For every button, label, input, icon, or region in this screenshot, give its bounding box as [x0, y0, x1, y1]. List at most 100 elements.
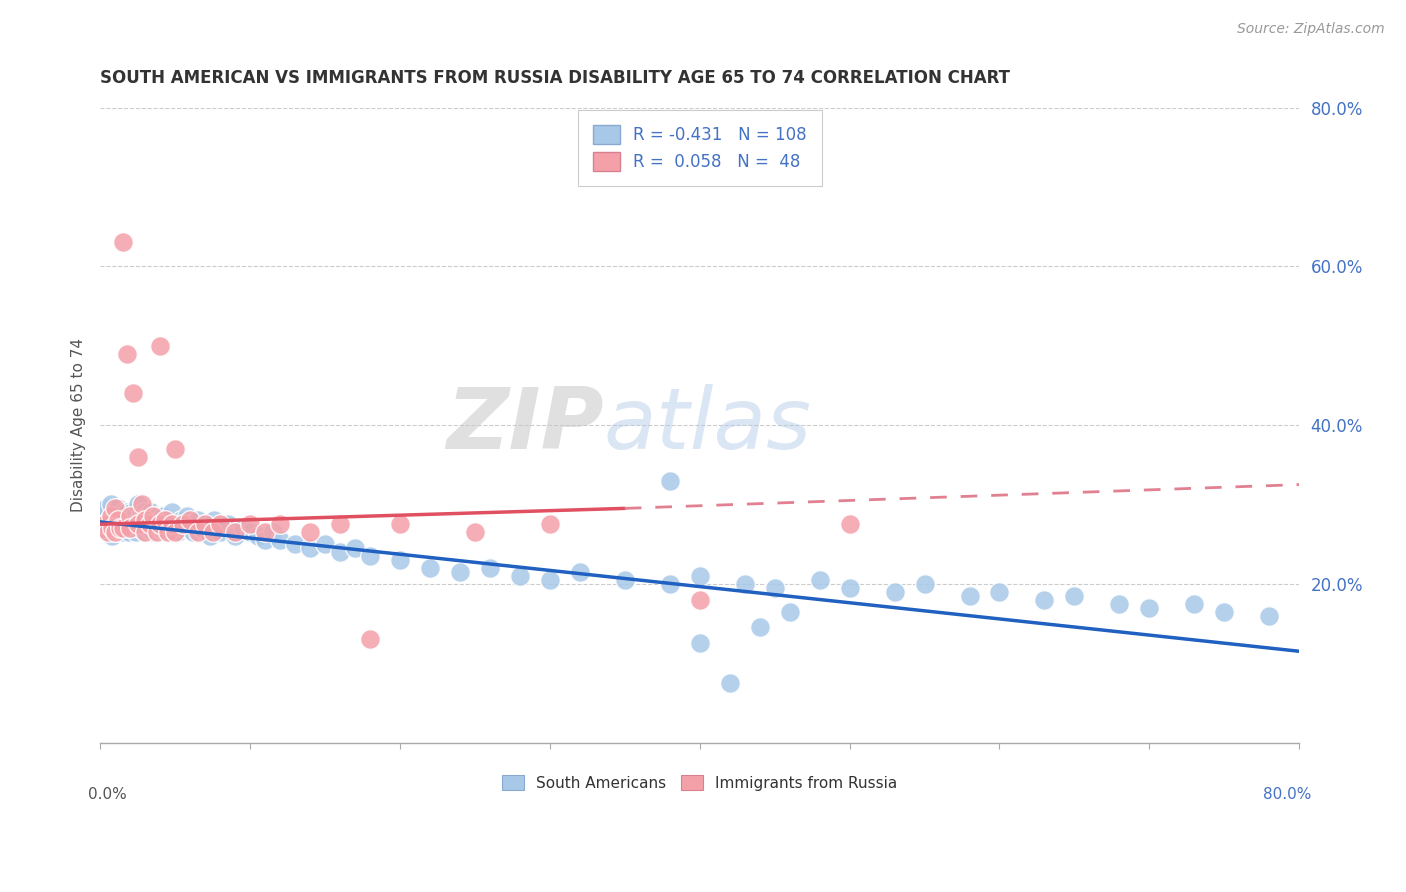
Point: [179, 513, 201, 527]
Point: [152, 509, 174, 524]
Point: [689, 592, 711, 607]
Point: [93, 517, 115, 532]
Text: atlas: atlas: [603, 384, 811, 467]
Point: [658, 576, 681, 591]
Point: [139, 505, 162, 519]
Point: [1108, 597, 1130, 611]
Point: [127, 517, 149, 532]
Point: [157, 517, 180, 532]
Point: [209, 517, 232, 532]
Point: [111, 235, 134, 250]
Point: [108, 521, 131, 535]
Point: [103, 517, 125, 532]
Point: [359, 549, 381, 563]
Point: [111, 505, 134, 519]
Point: [104, 505, 127, 519]
Point: [114, 517, 136, 532]
Point: [1137, 600, 1160, 615]
Point: [173, 521, 195, 535]
Point: [239, 525, 262, 540]
Point: [689, 569, 711, 583]
Point: [359, 632, 381, 647]
Point: [1213, 605, 1236, 619]
Point: [246, 529, 269, 543]
Text: 0.0%: 0.0%: [89, 787, 127, 802]
Point: [959, 589, 981, 603]
Point: [149, 521, 172, 535]
Point: [658, 474, 681, 488]
Point: [145, 517, 167, 532]
Point: [165, 517, 187, 532]
Point: [298, 525, 321, 540]
Point: [838, 581, 860, 595]
Point: [478, 561, 501, 575]
Point: [131, 497, 153, 511]
Point: [111, 521, 134, 535]
Point: [343, 541, 366, 555]
Point: [838, 517, 860, 532]
Point: [239, 517, 262, 532]
Point: [146, 525, 169, 540]
Point: [988, 584, 1011, 599]
Point: [779, 605, 801, 619]
Point: [127, 513, 149, 527]
Point: [127, 450, 149, 464]
Point: [329, 545, 352, 559]
Point: [127, 497, 149, 511]
Point: [253, 533, 276, 548]
Point: [93, 509, 115, 524]
Point: [262, 525, 284, 540]
Point: [1063, 589, 1085, 603]
Point: [314, 537, 336, 551]
Text: 80.0%: 80.0%: [1263, 787, 1312, 802]
Point: [149, 513, 172, 527]
Point: [187, 513, 209, 527]
Point: [107, 513, 129, 527]
Y-axis label: Disability Age 65 to 74: Disability Age 65 to 74: [72, 338, 86, 512]
Point: [98, 513, 121, 527]
Point: [388, 517, 411, 532]
Point: [449, 565, 471, 579]
Point: [101, 521, 124, 535]
Point: [172, 517, 194, 532]
Point: [167, 525, 190, 540]
Point: [388, 553, 411, 567]
Point: [568, 565, 591, 579]
Point: [181, 525, 204, 540]
Point: [100, 509, 122, 524]
Text: Source: ZipAtlas.com: Source: ZipAtlas.com: [1237, 22, 1385, 37]
Point: [138, 517, 160, 532]
Point: [748, 620, 770, 634]
Point: [111, 525, 134, 540]
Point: [100, 497, 122, 511]
Point: [149, 339, 172, 353]
Point: [134, 513, 156, 527]
Point: [224, 529, 246, 543]
Point: [143, 513, 166, 527]
Point: [97, 525, 120, 540]
Point: [134, 513, 156, 527]
Point: [124, 509, 146, 524]
Point: [202, 513, 225, 527]
Point: [194, 517, 217, 532]
Point: [142, 525, 165, 540]
Point: [122, 386, 145, 401]
Point: [112, 513, 135, 527]
Point: [153, 513, 176, 527]
Point: [125, 525, 148, 540]
Point: [132, 505, 155, 519]
Point: [538, 573, 561, 587]
Point: [104, 525, 127, 540]
Point: [156, 525, 179, 540]
Point: [100, 521, 122, 535]
Point: [107, 517, 129, 532]
Point: [269, 517, 291, 532]
Point: [689, 636, 711, 650]
Point: [104, 525, 127, 540]
Point: [101, 529, 124, 543]
Point: [1258, 608, 1281, 623]
Text: SOUTH AMERICAN VS IMMIGRANTS FROM RUSSIA DISABILITY AGE 65 TO 74 CORRELATION CHA: SOUTH AMERICAN VS IMMIGRANTS FROM RUSSIA…: [100, 69, 1010, 87]
Point: [464, 525, 486, 540]
Point: [90, 521, 112, 535]
Point: [131, 517, 153, 532]
